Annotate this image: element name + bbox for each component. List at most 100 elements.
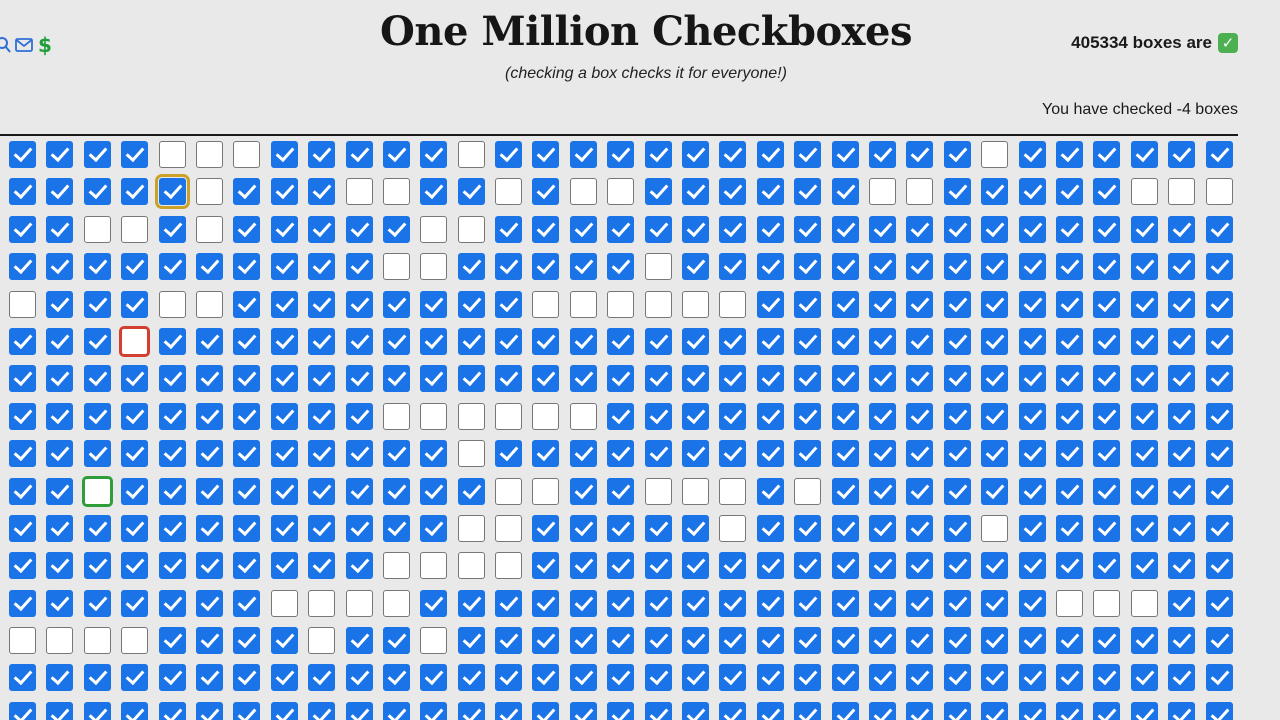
checkbox-checked[interactable]: [121, 402, 149, 430]
checkbox-checked[interactable]: [532, 178, 560, 206]
checkbox-checked[interactable]: [1205, 327, 1233, 355]
checkbox-checked[interactable]: [569, 141, 597, 168]
checkbox-unchecked[interactable]: [607, 178, 635, 206]
checkbox-unchecked[interactable]: [457, 514, 485, 542]
checkbox-checked[interactable]: [46, 327, 74, 355]
checkbox-checked[interactable]: [233, 178, 261, 206]
checkbox-checked[interactable]: [158, 440, 186, 468]
checkbox-checked[interactable]: [382, 141, 410, 168]
checkbox-checked[interactable]: [1168, 589, 1196, 617]
checkbox-checked[interactable]: [308, 141, 336, 168]
checkbox-checked[interactable]: [495, 627, 523, 655]
checkbox-checked[interactable]: [644, 141, 672, 168]
checkbox-unchecked[interactable]: [532, 477, 560, 505]
checkbox-checked[interactable]: [607, 440, 635, 468]
checkbox-unchecked[interactable]: [83, 627, 111, 655]
checkbox-checked[interactable]: [682, 552, 710, 580]
checkbox-checked[interactable]: [943, 215, 971, 243]
checkbox-checked[interactable]: [270, 664, 298, 692]
checkbox-checked[interactable]: [569, 589, 597, 617]
checkbox-unchecked[interactable]: [158, 141, 186, 168]
checkbox-checked[interactable]: [382, 477, 410, 505]
checkbox-checked[interactable]: [607, 701, 635, 720]
checkbox-unchecked[interactable]: [382, 253, 410, 281]
checkbox-checked[interactable]: [345, 477, 373, 505]
checkbox-checked[interactable]: [906, 327, 934, 355]
checkbox-checked[interactable]: [981, 215, 1009, 243]
checkbox-checked[interactable]: [794, 514, 822, 542]
checkbox-checked[interactable]: [308, 290, 336, 318]
checkbox-checked[interactable]: [83, 701, 111, 720]
checkbox-checked[interactable]: [457, 477, 485, 505]
checkbox-checked[interactable]: [1018, 514, 1046, 542]
checkbox-unchecked[interactable]: [9, 627, 36, 655]
checkbox-checked[interactable]: [719, 253, 747, 281]
checkbox-checked[interactable]: [1093, 215, 1121, 243]
checkbox-unchecked[interactable]: [457, 215, 485, 243]
checkbox-unchecked[interactable]: [719, 477, 747, 505]
checkbox-checked[interactable]: [1055, 365, 1083, 393]
checkbox-checked[interactable]: [532, 552, 560, 580]
checkbox-checked[interactable]: [83, 514, 111, 542]
checkbox-checked[interactable]: [831, 627, 859, 655]
checkbox-checked[interactable]: [682, 440, 710, 468]
checkbox-checked[interactable]: [121, 701, 149, 720]
checkbox-checked[interactable]: [607, 627, 635, 655]
checkbox-checked[interactable]: [1093, 141, 1121, 168]
checkbox-checked[interactable]: [1205, 701, 1233, 720]
checkbox-checked[interactable]: [1205, 552, 1233, 580]
checkbox-checked[interactable]: [46, 514, 74, 542]
checkbox-checked[interactable]: [719, 701, 747, 720]
checkbox-checked[interactable]: [46, 365, 74, 393]
checkbox-checked[interactable]: [644, 440, 672, 468]
checkbox-unchecked[interactable]: [233, 141, 261, 168]
checkbox-checked[interactable]: [457, 178, 485, 206]
checkbox-checked[interactable]: [233, 215, 261, 243]
checkbox-checked[interactable]: [569, 440, 597, 468]
checkbox-checked[interactable]: [831, 664, 859, 692]
checkbox-checked[interactable]: [831, 477, 859, 505]
checkbox-checked[interactable]: [756, 440, 784, 468]
checkbox-unchecked[interactable]: [382, 589, 410, 617]
checkbox-checked[interactable]: [906, 440, 934, 468]
checkbox-checked[interactable]: [308, 402, 336, 430]
checkbox-checked[interactable]: [756, 253, 784, 281]
checkbox-unchecked[interactable]: [457, 402, 485, 430]
checkbox-checked[interactable]: [943, 440, 971, 468]
magnifier-icon[interactable]: [0, 34, 12, 56]
checkbox-checked[interactable]: [9, 477, 36, 505]
checkbox-unchecked[interactable]: [794, 477, 822, 505]
checkbox-checked[interactable]: [532, 589, 560, 617]
checkbox-checked[interactable]: [457, 701, 485, 720]
checkbox-checked[interactable]: [831, 701, 859, 720]
checkbox-checked[interactable]: [532, 215, 560, 243]
checkbox-checked[interactable]: [270, 440, 298, 468]
checkbox-unchecked[interactable]: [644, 253, 672, 281]
checkbox-checked[interactable]: [1093, 402, 1121, 430]
checkbox-checked[interactable]: [831, 514, 859, 542]
checkbox-checked[interactable]: [83, 178, 111, 206]
checkbox-checked[interactable]: [532, 253, 560, 281]
checkbox-checked[interactable]: [121, 178, 149, 206]
checkbox-unchecked[interactable]: [9, 290, 36, 318]
checkbox-unchecked[interactable]: [569, 290, 597, 318]
checkbox-checked[interactable]: [532, 327, 560, 355]
checkbox-checked[interactable]: [532, 514, 560, 542]
checkbox-checked[interactable]: [943, 589, 971, 617]
checkbox-checked[interactable]: [607, 215, 635, 243]
checkbox-unchecked[interactable]: [1205, 178, 1233, 206]
checkbox-checked[interactable]: [495, 440, 523, 468]
checkbox-checked[interactable]: [794, 141, 822, 168]
checkbox-checked[interactable]: [981, 290, 1009, 318]
checkbox-checked[interactable]: [233, 514, 261, 542]
checkbox-checked[interactable]: [569, 253, 597, 281]
checkbox-checked[interactable]: [868, 290, 896, 318]
checkbox-checked[interactable]: [195, 627, 223, 655]
checkbox-checked[interactable]: [756, 215, 784, 243]
checkbox-checked[interactable]: [195, 589, 223, 617]
checkbox-checked[interactable]: [270, 141, 298, 168]
checkbox-unchecked[interactable]: [495, 178, 523, 206]
checkbox-checked[interactable]: [1205, 514, 1233, 542]
checkbox-checked[interactable]: [83, 253, 111, 281]
checkbox-checked[interactable]: [270, 402, 298, 430]
